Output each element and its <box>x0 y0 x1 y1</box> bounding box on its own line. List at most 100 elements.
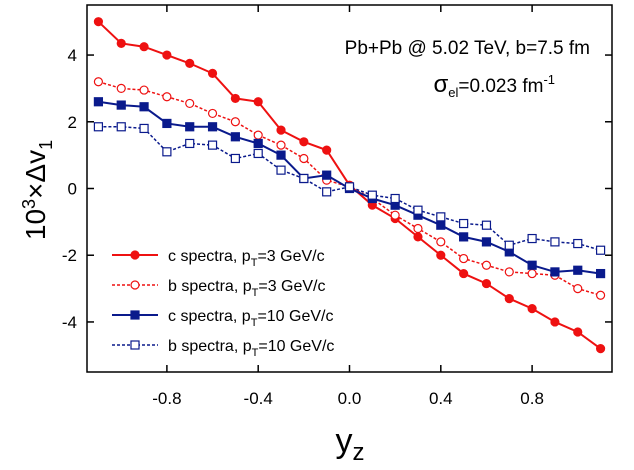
annotation-sup: -1 <box>543 72 555 87</box>
marker <box>299 153 309 164</box>
marker <box>253 97 263 107</box>
x-tick-label: 0.4 <box>429 389 453 408</box>
marker <box>116 100 126 110</box>
marker <box>253 138 263 149</box>
marker <box>322 187 332 197</box>
marker <box>230 117 240 127</box>
marker <box>276 125 286 135</box>
marker <box>573 238 583 249</box>
legend-marker <box>130 340 140 350</box>
marker <box>527 304 537 314</box>
marker <box>93 122 104 132</box>
legend-marker <box>130 280 140 290</box>
legend-sub: T <box>252 287 259 299</box>
y-axis-label-part: 10 <box>20 209 51 240</box>
marker <box>390 193 400 204</box>
y-axis-label-part: ×Δv <box>20 150 51 199</box>
legend-text: =3 GeV/c <box>258 278 325 295</box>
marker <box>459 218 469 229</box>
marker <box>527 268 537 279</box>
x-tick-label: -0.8 <box>152 389 181 408</box>
legend-marker <box>130 250 140 260</box>
marker <box>413 223 423 234</box>
x-tick-label: 0.0 <box>338 389 362 408</box>
marker <box>436 212 446 222</box>
marker <box>162 147 172 157</box>
marker <box>116 83 126 94</box>
marker <box>550 317 560 327</box>
x-tick-label: -0.4 <box>244 389 273 408</box>
marker <box>573 265 583 275</box>
legend-text: c spectra, p <box>168 248 251 265</box>
marker <box>116 38 126 48</box>
marker <box>299 137 309 147</box>
marker <box>436 250 446 260</box>
marker <box>207 122 218 132</box>
annotation-text: Pb+Pb @ 5.02 TeV, b=7.5 fm <box>345 38 590 59</box>
marker <box>230 153 240 164</box>
legend-sub: T <box>251 317 258 329</box>
marker <box>253 148 263 159</box>
marker <box>162 92 172 102</box>
annotation-text: σ <box>433 71 448 98</box>
marker <box>527 233 537 244</box>
marker <box>116 122 126 132</box>
marker <box>253 130 263 140</box>
legend-text: b spectra, p <box>168 338 252 355</box>
marker <box>413 232 423 242</box>
y-axis-label-sub: 1 <box>36 140 56 150</box>
marker <box>481 278 492 289</box>
legend-label: b spectra, pT=3 GeV/c <box>168 278 326 299</box>
marker <box>322 170 332 180</box>
y-tick-label: -2 <box>62 246 77 265</box>
marker <box>504 294 514 304</box>
marker <box>276 165 286 175</box>
marker <box>459 268 469 279</box>
annotation-sub: el <box>448 85 458 100</box>
marker <box>322 145 332 155</box>
marker <box>139 85 149 95</box>
marker <box>207 140 218 150</box>
x-tick-label: 0.8 <box>520 389 544 408</box>
marker <box>595 344 606 354</box>
annotation: σel=0.023 fm-1 <box>433 71 555 100</box>
legend-text: =3 GeV/c <box>257 248 324 265</box>
marker <box>390 210 400 220</box>
marker <box>93 97 104 107</box>
y-tick-label: 2 <box>68 113 77 132</box>
legend-sub: T <box>251 257 258 269</box>
marker <box>139 123 149 134</box>
marker <box>162 50 172 60</box>
marker <box>436 220 446 230</box>
marker <box>185 98 195 109</box>
annotation-text: =0.023 fm <box>458 76 543 97</box>
legend-text: =10 GeV/c <box>257 308 333 325</box>
marker <box>93 77 104 87</box>
marker <box>230 93 240 104</box>
marker <box>573 283 583 294</box>
marker <box>207 68 218 78</box>
legend-label: c spectra, pT=3 GeV/c <box>168 248 325 269</box>
marker <box>481 237 492 247</box>
marker <box>230 132 240 142</box>
marker <box>139 42 149 52</box>
y-tick-label: 0 <box>68 180 77 199</box>
x-axis-label-sub: z <box>353 439 365 465</box>
legend-marker <box>130 310 140 320</box>
marker <box>595 290 606 300</box>
marker <box>504 240 514 250</box>
marker <box>436 237 446 247</box>
marker <box>276 150 286 160</box>
y-axis-label: 103×Δv1 <box>19 140 56 240</box>
marker <box>276 140 286 150</box>
marker <box>413 205 423 215</box>
y-tick-label: 4 <box>68 46 77 65</box>
legend-label: c spectra, pT=10 GeV/c <box>168 308 333 329</box>
marker <box>481 260 492 270</box>
x-axis-label-main: y <box>336 422 353 460</box>
y-tick-label: -4 <box>62 313 77 332</box>
marker <box>504 267 514 277</box>
marker <box>527 260 537 270</box>
legend-text: =10 GeV/c <box>258 338 334 355</box>
